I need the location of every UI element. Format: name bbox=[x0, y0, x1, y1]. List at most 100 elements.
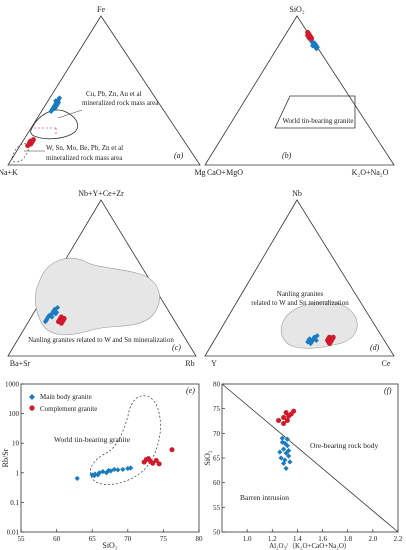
point-s0-13 bbox=[53, 311, 59, 317]
point-s1-6 bbox=[28, 138, 34, 144]
x-tick-label: 1.4 bbox=[293, 535, 302, 543]
panel-label: (b) bbox=[282, 151, 292, 160]
annotation-barren: Barren intrusion bbox=[240, 493, 289, 502]
panel-e-scatter: World tin-bearing granite (e) SiO₂ Rb/Sr… bbox=[1, 381, 203, 550]
panel-label: (e) bbox=[186, 386, 195, 395]
panel-e-ticks: 55 60 65 70 75 80 0.01 0.1 1 10 100 1000 bbox=[5, 381, 203, 544]
annotation-nanling: Nanling granites related to W and Sn min… bbox=[28, 336, 174, 344]
point-s0-0 bbox=[279, 435, 285, 441]
point-s1-8 bbox=[327, 341, 333, 347]
red-dashed-guide bbox=[34, 127, 57, 135]
legend: Main body granite Complement granite bbox=[29, 393, 97, 413]
legend-label-complement: Complement granite bbox=[40, 405, 97, 413]
field-world-tin-granite bbox=[89, 395, 161, 485]
point-s1-7 bbox=[59, 319, 65, 325]
point-s1-6 bbox=[156, 461, 162, 467]
apex-top-label: Nb bbox=[292, 189, 302, 198]
annotation-line-1: Cu, Pb, Zn, Au et al bbox=[86, 90, 142, 98]
apex-right-label: Ce bbox=[382, 359, 391, 368]
annotation-nanling-1: Nanling granites bbox=[277, 290, 324, 298]
point-s0-8 bbox=[287, 459, 293, 465]
field-nanling-granites bbox=[35, 258, 160, 336]
point-s0-10 bbox=[311, 40, 318, 46]
annotation-world-tin: World tin-bearing granite bbox=[54, 435, 131, 444]
x-tick-label: 80 bbox=[196, 535, 204, 543]
x-tick-label: 75 bbox=[160, 535, 168, 543]
annotation-line-2: mineralized rock mass area bbox=[82, 99, 159, 107]
y-tick-label: 50 bbox=[213, 529, 221, 537]
point-s0-14 bbox=[91, 473, 97, 479]
point-s0-2 bbox=[284, 443, 290, 449]
point-s0-7 bbox=[54, 305, 61, 311]
x-tick-label: 2.2 bbox=[394, 535, 403, 543]
point-s0-6 bbox=[278, 455, 284, 461]
point-s0-6 bbox=[313, 337, 319, 343]
field-w-sn-mo-be bbox=[11, 143, 29, 163]
point-s1-7 bbox=[284, 418, 290, 424]
point-s0-9 bbox=[279, 439, 285, 445]
field-cu-pb-zn-au bbox=[30, 109, 79, 140]
point-s0-13 bbox=[128, 465, 134, 471]
apex-right-label: Mg bbox=[194, 168, 205, 177]
y-tick-label: 80 bbox=[213, 381, 221, 389]
panel-label: (f) bbox=[384, 386, 392, 395]
point-s0-11 bbox=[49, 314, 55, 320]
point-s1-6 bbox=[281, 420, 287, 426]
point-s0-12 bbox=[283, 465, 289, 471]
leader-line-upper bbox=[57, 109, 83, 119]
panel-c-ternary: Nb+Y+Ce+Zr Ba+Sr Rb Nanling granites rel… bbox=[7, 189, 197, 368]
point-s0-10 bbox=[48, 108, 54, 114]
y-tick-label: 100 bbox=[9, 410, 20, 418]
point-s0-9 bbox=[314, 333, 320, 339]
apex-top-label: Fe bbox=[97, 5, 105, 14]
x-tick-label: 55 bbox=[18, 535, 26, 543]
panel-c-marks bbox=[42, 305, 67, 326]
legend-label-main: Main body granite bbox=[40, 393, 92, 401]
point-s0-0 bbox=[74, 475, 80, 481]
boundary-line bbox=[221, 383, 399, 533]
panel-a-ternary: Fe Na+K Mg Cu, Pb, Zn, Au et al minerali… bbox=[0, 5, 206, 177]
point-s0-4 bbox=[283, 450, 289, 456]
panel-f-scatter: Ore-bearing rock body Barren intrusion (… bbox=[203, 381, 403, 550]
point-s0-5 bbox=[286, 453, 292, 459]
apex-top-label: Nb+Y+Ce+Zr bbox=[78, 189, 124, 198]
annotation-line-3: W, Sn, Mo, Be, Pb, Zn et al bbox=[46, 144, 123, 152]
y-tick-label: 0.1 bbox=[10, 499, 19, 507]
annotation-world-tin: World tin-bearing granite bbox=[283, 117, 354, 125]
point-s0-1 bbox=[305, 339, 311, 345]
apex-right-label: K₂O+Na₂O bbox=[352, 168, 389, 177]
apex-top-label: SiO₂ bbox=[289, 5, 304, 14]
point-s1-2 bbox=[283, 410, 289, 416]
point-s1-1 bbox=[281, 415, 287, 421]
panel-e-marks bbox=[74, 447, 175, 481]
point-s0-10 bbox=[115, 467, 121, 473]
x-tick-label: 65 bbox=[89, 535, 97, 543]
y-tick-label: 10 bbox=[12, 440, 20, 448]
field-nanling-granites bbox=[280, 301, 358, 349]
panel-f-marks bbox=[276, 408, 297, 471]
y-tick-label: 1 bbox=[16, 469, 20, 477]
panel-b-marks bbox=[305, 29, 320, 52]
point-s0-1 bbox=[89, 472, 95, 478]
ternary-frame bbox=[204, 199, 395, 357]
apex-left-label: Ba+Sr bbox=[10, 359, 31, 368]
point-s1-7 bbox=[169, 447, 175, 453]
y-tick-label: 75 bbox=[213, 405, 221, 413]
point-s1-5 bbox=[153, 458, 159, 464]
point-s0-10 bbox=[284, 436, 290, 442]
y-tick-label: 70 bbox=[213, 430, 221, 438]
panel-f-ticks: 1.0 1.2 1.4 1.6 1.8 2.0 2.2 50 55 60 65 70 75 80 bbox=[213, 381, 403, 544]
point-s0-9 bbox=[309, 38, 315, 44]
x-axis-label: SiO₂ bbox=[102, 541, 117, 550]
point-s0-15 bbox=[52, 105, 58, 111]
point-s0-11 bbox=[120, 466, 126, 473]
point-s0-3 bbox=[95, 472, 101, 478]
point-s0-9 bbox=[111, 466, 117, 473]
x-tick-label: 70 bbox=[124, 535, 132, 543]
point-s1-7 bbox=[307, 35, 313, 41]
panel-label: (c) bbox=[172, 343, 181, 352]
panel-a-marks bbox=[25, 95, 63, 149]
annotation-ore-bearing: Ore-bearing rock body bbox=[310, 441, 379, 450]
apex-left-label: Y bbox=[211, 359, 217, 368]
apex-left-label: Na+K bbox=[0, 168, 18, 177]
